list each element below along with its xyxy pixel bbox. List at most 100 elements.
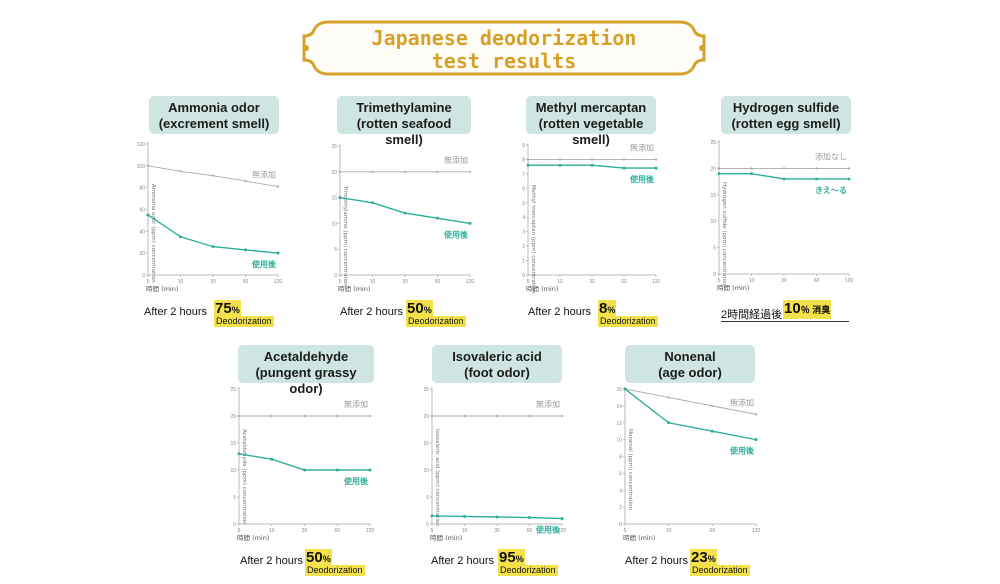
x-tick-label: 30 — [494, 528, 500, 534]
y-tick-label: 15 — [331, 196, 337, 202]
data-point — [211, 174, 215, 177]
panel-acetaldehyde: Acetaldehyde (pungent grassy odor) 0 5 10 1… — [230, 345, 380, 581]
data-point — [847, 177, 851, 181]
y-tick-label: 25 — [331, 144, 337, 150]
panel-label-line2: (rotten vegetable smell) — [538, 116, 644, 147]
series-line-control — [624, 388, 757, 415]
y-tick-label: 0 — [233, 522, 236, 528]
data-point — [335, 468, 339, 472]
y-tick-label: 9 — [522, 143, 525, 149]
data-point — [303, 414, 306, 418]
y-tick-label: 12 — [616, 421, 622, 427]
y-axis-label: Nonenal (ppm) concentration — [627, 429, 633, 510]
series-label: 使用後 — [535, 525, 561, 535]
x-tick-label: 10 — [370, 279, 376, 285]
x-tick-label: 120 — [466, 279, 475, 285]
data-point — [303, 468, 306, 472]
x-tick-label: 10 — [462, 528, 468, 534]
series-label: 使用後 — [729, 446, 755, 456]
x-axis-label: 時間 (min) — [237, 534, 269, 542]
x-tick-label: 5 — [527, 279, 530, 285]
line-chart: 0 1 2 3 4 5 6 7 8 9 5 10 30 60 120 時間 (min)Methyl merca… — [522, 142, 660, 293]
data-point — [276, 185, 280, 188]
y-tick-label: 25 — [423, 387, 429, 393]
result-underline — [721, 321, 849, 322]
data-point — [623, 387, 627, 391]
data-point — [430, 414, 434, 418]
y-tick-label: 4 — [522, 215, 525, 221]
result-prefix: After 2 hours — [340, 306, 403, 318]
data-point — [244, 180, 247, 183]
x-tick-label: 10 — [269, 528, 275, 534]
y-tick-label: 1 — [522, 259, 525, 265]
y-tick-label: 20 — [423, 414, 429, 420]
y-tick-label: 2 — [522, 244, 525, 250]
data-point — [270, 457, 274, 461]
panel-ammonia: Ammonia odor (excrement smell) 0 20 40 60 80… — [137, 96, 290, 332]
y-tick-label: 7 — [522, 172, 525, 178]
result-number: 23% — [690, 549, 717, 568]
panel-label-line2: (rotten seafood smell) — [356, 116, 452, 147]
series-label: きえ〜る — [815, 186, 847, 195]
x-tick-label: 30 — [210, 279, 216, 285]
panel-label-line2: (excrement smell) — [158, 116, 270, 131]
x-axis-label: 時間 (min) — [526, 285, 558, 293]
x-tick-label: 60 — [710, 528, 716, 534]
series-label: 使用後 — [251, 259, 277, 269]
data-point — [717, 172, 721, 176]
y-tick-label: 80 — [139, 186, 145, 192]
y-tick-label: 10 — [230, 468, 236, 474]
y-tick-label: 60 — [139, 208, 145, 214]
result-word: Deodorization — [598, 316, 658, 327]
x-tick-label: 30 — [781, 278, 787, 284]
y-tick-label: 15 — [710, 193, 716, 199]
x-tick-label: 5 — [147, 279, 150, 285]
panel-nonenal: Nonenal (age odor) 0 2 4 6 8 10 12 14 16 5 10 60 120… — [612, 345, 767, 581]
y-tick-label: 0 — [426, 522, 429, 528]
y-tick-label: 0 — [619, 522, 622, 528]
data-point — [495, 414, 499, 418]
series-label: 無添加 — [444, 155, 468, 165]
data-point — [146, 213, 150, 217]
series-label: 使用後 — [443, 229, 469, 239]
panel-label-line1: Ammonia odor — [168, 100, 260, 115]
series-label: 無添加 — [344, 399, 368, 409]
data-point — [179, 170, 182, 173]
data-point — [815, 177, 818, 181]
x-tick-label: 5 — [718, 278, 721, 284]
y-tick-label: 5 — [713, 246, 716, 252]
panel-label-line1: Acetaldehyde — [263, 349, 349, 364]
y-tick-label: 4 — [619, 488, 622, 494]
data-point — [436, 216, 439, 220]
result-word: Deodorization — [690, 565, 750, 576]
y-tick-label: 5 — [334, 247, 337, 253]
y-tick-label: 10 — [710, 219, 716, 225]
x-axis-label: 時間 (min) — [338, 285, 370, 293]
x-tick-label: 120 — [845, 278, 854, 284]
panel-label-line2: (rotten egg smell) — [731, 116, 841, 131]
y-axis-label: Trimethylamine (ppm) concentration — [342, 185, 348, 287]
data-point — [237, 414, 241, 418]
result-word: Deodorization — [305, 565, 365, 576]
result-line: After 2 hours 50% Deodorization — [340, 300, 490, 330]
result-line: After 2 hours 23% Deodorization — [625, 549, 775, 579]
data-point — [495, 515, 499, 519]
data-point — [179, 235, 182, 239]
panel-label-line1: Isovaleric acid — [452, 349, 542, 364]
data-point — [622, 166, 626, 170]
y-tick-label: 14 — [616, 404, 622, 410]
y-tick-label: 25 — [230, 387, 236, 393]
y-tick-label: 10 — [616, 438, 622, 444]
series-line-treated — [339, 196, 471, 225]
x-tick-label: 10 — [557, 279, 563, 285]
panel-label-line1: Methyl mercaptan — [535, 100, 647, 115]
panel-label-line2: (pungent grassy odor) — [255, 365, 357, 396]
result-number: 50% — [406, 300, 433, 319]
data-point — [526, 163, 530, 167]
x-tick-label: 60 — [243, 279, 249, 285]
y-tick-label: 8 — [619, 455, 622, 461]
y-axis-label: Ammonia odor (ppm) concentration — [150, 184, 156, 283]
x-axis-label: 時間 (min) — [717, 284, 749, 292]
